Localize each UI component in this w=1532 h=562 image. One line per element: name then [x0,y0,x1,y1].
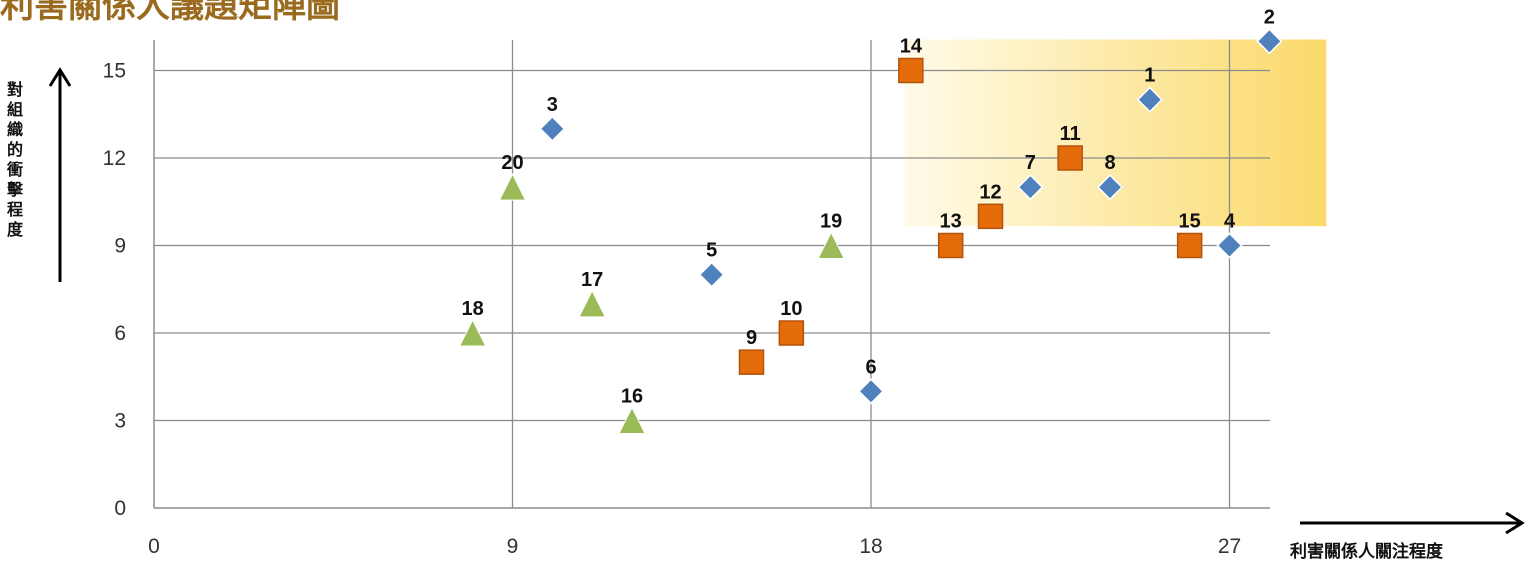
point-label: 15 [1179,211,1201,233]
y-tick-label: 9 [114,235,126,258]
y-axis-label: 對組織的衝擊程度 [6,80,23,239]
point-label: 17 [581,269,603,291]
point-label: 7 [1025,152,1036,174]
data-point-diamond [1256,28,1283,55]
y-tick-label: 6 [114,322,126,345]
point-label: 11 [1060,123,1081,145]
data-point-diamond [857,378,885,405]
highlight-rect [904,39,1327,227]
data-point-square [937,232,964,259]
data-point-triangle [458,318,487,347]
point-label: 6 [865,356,876,378]
point-label: 13 [940,211,962,233]
y-axis-arrowhead [48,67,72,87]
x-tick-label: 27 [1218,535,1241,558]
data-point-square [898,57,924,84]
y-tick-label: 3 [114,410,126,433]
grid [154,40,1270,508]
point-label: 19 [820,211,842,233]
data-point-diamond [1017,174,1044,201]
point-label: 10 [780,298,802,320]
data-points [458,28,1283,434]
y-tick-label: 15 [103,60,126,83]
y-tick-label: 0 [114,497,126,520]
point-label: 5 [706,240,717,262]
point-label: 9 [746,327,757,349]
point-label: 18 [462,298,484,320]
point-label: 14 [900,36,923,58]
data-point-square [977,203,1004,230]
axes [153,40,1270,509]
data-point-triangle [817,231,845,259]
point-label: 12 [979,181,1001,203]
x-axis-arrowhead [1505,511,1525,535]
data-point-diamond [1136,86,1163,113]
data-point-diamond [1216,232,1243,259]
point-label: 1 [1144,65,1155,87]
point-label: 8 [1104,152,1115,174]
point-label: 2 [1264,6,1275,28]
data-point-diamond [1096,174,1124,201]
data-point-triangle [498,173,527,201]
data-point-diamond [698,261,725,288]
data-point-square [1176,232,1203,259]
y-tick-label: 12 [103,147,126,170]
x-axis-label: 利害關係人關注程度 [1290,542,1443,562]
point-label: 3 [547,94,558,116]
point-label: 20 [501,152,523,174]
point-label: 16 [621,386,643,408]
x-tick-label: 18 [859,535,882,558]
data-point-square [778,320,805,346]
chart-title: 利害關係人議題矩陣圖 [0,0,340,26]
data-point-triangle [578,289,606,318]
point-label: 4 [1224,211,1236,233]
data-point-square [738,349,765,375]
data-point-diamond [539,115,566,142]
x-tick-label: 0 [148,535,160,558]
data-point-triangle [618,406,646,434]
data-point-square [1057,145,1083,171]
highlight-region [904,39,1327,227]
x-tick-label: 9 [507,535,519,558]
